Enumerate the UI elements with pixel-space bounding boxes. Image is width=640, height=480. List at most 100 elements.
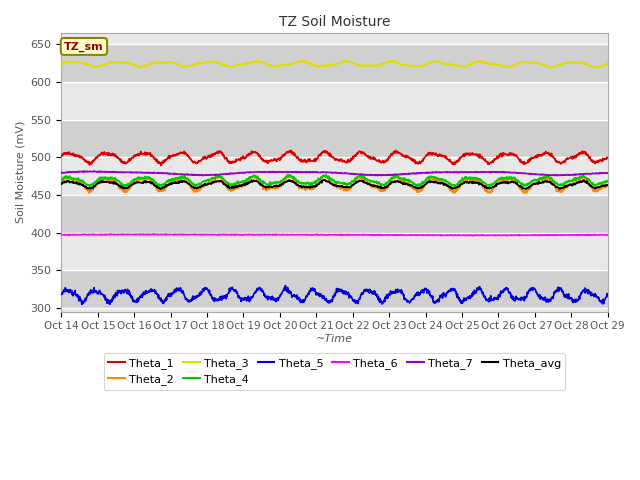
Bar xyxy=(61,233,608,270)
Theta_7 xyxy=(540,171,547,177)
Theta_1 xyxy=(420,155,428,161)
Theta_2 xyxy=(420,184,428,190)
Theta_5 xyxy=(78,301,86,307)
Theta_avg xyxy=(321,177,329,182)
Theta_5 xyxy=(241,295,248,300)
Theta_4 xyxy=(58,177,65,183)
Theta_6 xyxy=(492,233,499,239)
Bar xyxy=(61,44,608,82)
Theta_7 xyxy=(604,170,612,176)
Bar xyxy=(61,157,608,195)
Theta_3 xyxy=(604,61,612,67)
X-axis label: ~Time: ~Time xyxy=(316,334,353,344)
Theta_7 xyxy=(166,171,174,177)
Theta_5 xyxy=(540,297,547,303)
Theta_1 xyxy=(392,147,399,153)
Theta_4 xyxy=(166,178,173,183)
Theta_avg xyxy=(604,182,612,188)
Theta_6 xyxy=(540,232,547,238)
Theta_3 xyxy=(166,60,174,65)
Line: Theta_1: Theta_1 xyxy=(61,150,608,166)
Theta_2 xyxy=(284,172,291,178)
Theta_2 xyxy=(540,178,547,183)
Theta_7 xyxy=(491,169,499,175)
Bar xyxy=(61,195,608,233)
Theta_5 xyxy=(604,293,612,299)
Theta_7 xyxy=(241,169,248,175)
Theta_5 xyxy=(492,296,499,301)
Theta_6 xyxy=(420,232,428,238)
Theta_3 xyxy=(593,65,601,71)
Theta_7 xyxy=(179,171,187,177)
Line: Theta_7: Theta_7 xyxy=(61,171,608,176)
Theta_5 xyxy=(282,283,289,288)
Theta_1 xyxy=(540,150,547,156)
Theta_3 xyxy=(491,62,499,68)
Theta_6 xyxy=(241,232,248,238)
Theta_4 xyxy=(604,178,612,183)
Theta_4 xyxy=(179,173,187,179)
Theta_6 xyxy=(166,231,174,237)
Theta_2 xyxy=(604,182,612,188)
Theta_7 xyxy=(554,173,561,179)
Theta_3 xyxy=(420,63,428,69)
Bar xyxy=(61,308,608,312)
Bar xyxy=(61,120,608,157)
Y-axis label: Soil Moisture (mV): Soil Moisture (mV) xyxy=(15,121,25,224)
Bar xyxy=(61,270,608,308)
Theta_avg xyxy=(540,180,547,186)
Theta_3 xyxy=(179,63,187,69)
Line: Theta_5: Theta_5 xyxy=(61,286,608,304)
Line: Theta_3: Theta_3 xyxy=(61,60,608,68)
Title: TZ Soil Moisture: TZ Soil Moisture xyxy=(279,15,390,29)
Text: TZ_sm: TZ_sm xyxy=(64,41,104,51)
Theta_7 xyxy=(420,170,428,176)
Theta_1 xyxy=(241,156,248,162)
Theta_7 xyxy=(58,169,65,175)
Theta_3 xyxy=(63,57,71,63)
Bar xyxy=(61,33,608,44)
Line: Theta_6: Theta_6 xyxy=(61,234,608,236)
Theta_avg xyxy=(240,181,248,187)
Theta_3 xyxy=(241,61,248,67)
Bar xyxy=(61,82,608,120)
Theta_6 xyxy=(604,232,612,238)
Theta_2 xyxy=(179,173,187,179)
Theta_1 xyxy=(604,155,612,161)
Theta_2 xyxy=(58,179,65,185)
Theta_6 xyxy=(58,232,65,238)
Theta_avg xyxy=(491,183,499,189)
Theta_avg xyxy=(58,180,65,186)
Theta_5 xyxy=(58,291,65,297)
Theta_1 xyxy=(58,153,65,159)
Theta_avg xyxy=(166,181,173,187)
Theta_4 xyxy=(540,175,547,181)
Theta_2 xyxy=(240,181,248,187)
Theta_5 xyxy=(166,292,174,298)
Legend: Theta_1, Theta_2, Theta_3, Theta_4, Theta_5, Theta_6, Theta_7, Theta_avg: Theta_1, Theta_2, Theta_3, Theta_4, Thet… xyxy=(104,353,565,390)
Theta_2 xyxy=(450,190,458,196)
Theta_1 xyxy=(166,154,174,160)
Theta_6 xyxy=(179,232,187,238)
Theta_7 xyxy=(90,168,98,174)
Theta_4 xyxy=(420,180,428,185)
Theta_6 xyxy=(437,233,445,239)
Theta_1 xyxy=(157,163,164,168)
Theta_6 xyxy=(149,231,157,237)
Line: Theta_4: Theta_4 xyxy=(61,175,608,186)
Theta_3 xyxy=(58,61,65,67)
Theta_5 xyxy=(420,287,428,293)
Theta_1 xyxy=(179,149,187,155)
Theta_avg xyxy=(179,179,187,184)
Theta_avg xyxy=(522,186,529,192)
Theta_1 xyxy=(492,156,499,162)
Theta_2 xyxy=(492,182,499,188)
Theta_4 xyxy=(492,180,499,185)
Theta_5 xyxy=(179,290,187,296)
Line: Theta_avg: Theta_avg xyxy=(61,180,608,189)
Line: Theta_2: Theta_2 xyxy=(61,175,608,193)
Theta_4 xyxy=(358,172,365,178)
Theta_2 xyxy=(166,180,173,185)
Theta_4 xyxy=(240,178,248,184)
Theta_3 xyxy=(540,62,547,68)
